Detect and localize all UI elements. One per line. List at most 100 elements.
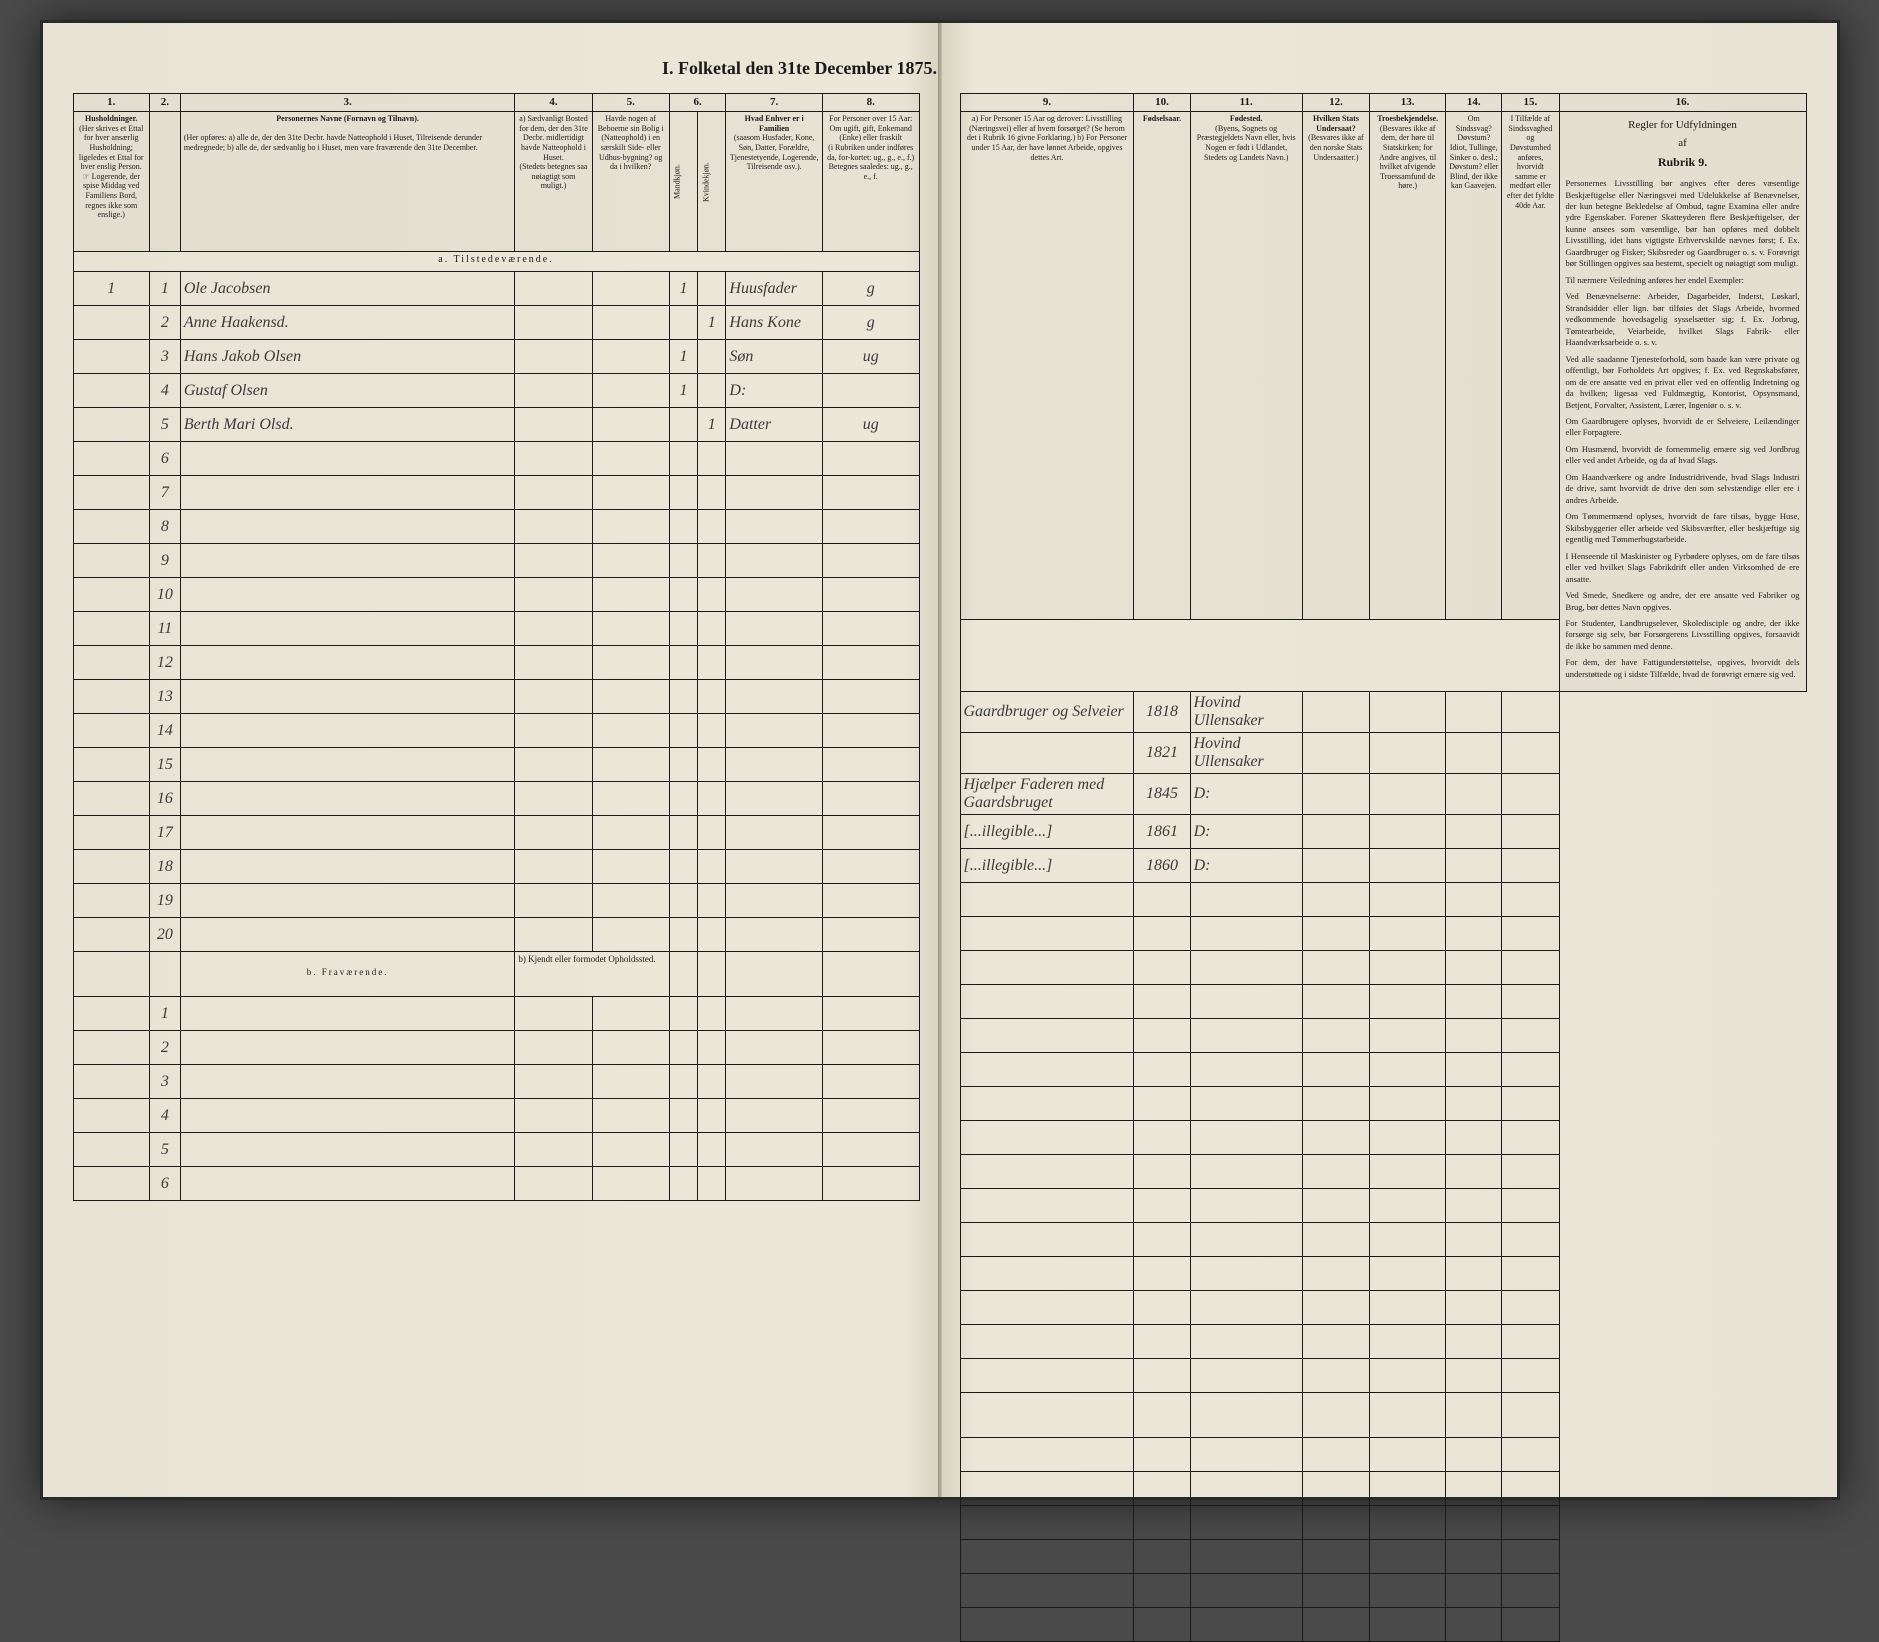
row-num: 12 xyxy=(149,646,180,680)
table-row-empty xyxy=(960,1359,1806,1393)
row-num: 19 xyxy=(149,884,180,918)
empty-cell xyxy=(669,578,697,612)
empty-cell xyxy=(1302,1121,1369,1155)
empty-cell xyxy=(822,816,919,850)
empty-cell xyxy=(1190,1574,1302,1608)
empty-cell xyxy=(592,782,669,816)
table-row-empty xyxy=(960,1087,1806,1121)
empty-cell xyxy=(180,997,515,1031)
cell-c15 xyxy=(1502,815,1559,849)
table-row-empty: 15 xyxy=(73,748,919,782)
empty-cell xyxy=(1446,1438,1502,1472)
empty-cell xyxy=(73,442,149,476)
cell-relation: Huusfader xyxy=(726,272,823,306)
empty-cell xyxy=(1370,951,1446,985)
cell-birthplace: D: xyxy=(1190,774,1302,815)
empty-cell xyxy=(180,612,515,646)
rules-paragraph: Om Tømmermænd oplyses, hvorvidt de fare … xyxy=(1566,511,1800,545)
empty-cell xyxy=(1370,1438,1446,1472)
empty-cell xyxy=(515,544,592,578)
cell-birthyear: 1821 xyxy=(1134,733,1190,774)
empty-cell xyxy=(1502,1506,1559,1540)
table-row: [...illegible...] 1861 D: xyxy=(960,815,1806,849)
empty-cell xyxy=(669,442,697,476)
empty-cell xyxy=(822,612,919,646)
empty-cell xyxy=(960,883,1134,917)
cell-c13 xyxy=(1370,849,1446,883)
cell-female: 1 xyxy=(698,306,726,340)
empty-cell xyxy=(822,1133,919,1167)
table-row-empty: 18 xyxy=(73,850,919,884)
empty-cell xyxy=(669,748,697,782)
empty-cell xyxy=(1370,1257,1446,1291)
table-row-empty xyxy=(960,951,1806,985)
cell-occupation: Hjælper Faderen med Gaardsbruget xyxy=(960,774,1134,815)
table-row: 4 Gustaf Olsen 1 D: xyxy=(73,374,919,408)
empty-cell xyxy=(1370,1291,1446,1325)
cell-relation: D: xyxy=(726,374,823,408)
table-row-empty xyxy=(960,1019,1806,1053)
table-row-empty: 1 xyxy=(73,997,919,1031)
cell-relation: Søn xyxy=(726,340,823,374)
cell-birthyear: 1860 xyxy=(1134,849,1190,883)
empty-cell xyxy=(1302,883,1369,917)
empty-cell xyxy=(1302,1019,1369,1053)
table-row-empty: 3 xyxy=(73,1065,919,1099)
empty-cell xyxy=(1446,1291,1502,1325)
rules-paragraph: Ved Smede, Snedkere og andre, der ere an… xyxy=(1566,590,1800,613)
empty-cell xyxy=(669,476,697,510)
empty-cell xyxy=(1134,1359,1190,1393)
empty-cell xyxy=(180,476,515,510)
empty-cell xyxy=(1370,1506,1446,1540)
empty-cell xyxy=(960,951,1134,985)
empty-cell xyxy=(960,1574,1134,1608)
section-b-note: b) Kjendt eller formodet Opholdssted. xyxy=(515,952,669,997)
empty-cell xyxy=(1370,1121,1446,1155)
rules-paragraph: Om Haandværkere og andre Industridrivend… xyxy=(1566,472,1800,506)
row-num: 20 xyxy=(149,918,180,952)
household-num xyxy=(73,374,149,408)
empty-cell xyxy=(822,1167,919,1201)
right-page: 9. 10. 11. 12. 13. 14. 15. 16. a) For Pe… xyxy=(940,23,1837,1497)
cell-female: 1 xyxy=(698,408,726,442)
empty-cell xyxy=(73,884,149,918)
empty-cell xyxy=(1370,1574,1446,1608)
empty-cell xyxy=(515,510,592,544)
table-row-empty: 17 xyxy=(73,816,919,850)
empty-cell xyxy=(822,1065,919,1099)
empty-cell xyxy=(1190,1506,1302,1540)
empty-cell xyxy=(1134,1053,1190,1087)
rules-paragraph: Ved alle saadanne Tjenesteforhold, som b… xyxy=(1566,354,1800,411)
empty-cell xyxy=(73,510,149,544)
empty-cell xyxy=(669,782,697,816)
cell-birthplace: Hovind Ullensaker xyxy=(1190,692,1302,733)
empty-cell xyxy=(960,1189,1134,1223)
cell-c15 xyxy=(1502,692,1559,733)
table-row-empty xyxy=(960,1574,1806,1608)
empty-cell xyxy=(669,997,697,1031)
col-10-num: 10. xyxy=(1134,94,1190,112)
empty-cell xyxy=(1502,1325,1559,1359)
empty-cell xyxy=(1302,1608,1369,1642)
empty-cell xyxy=(1302,1574,1369,1608)
row-num: 5 xyxy=(149,1133,180,1167)
empty-cell xyxy=(1446,1019,1502,1053)
empty-cell xyxy=(73,544,149,578)
empty-cell xyxy=(669,1099,697,1133)
empty-cell xyxy=(726,442,823,476)
empty-cell xyxy=(73,782,149,816)
empty-cell xyxy=(1370,1087,1446,1121)
row-num: 18 xyxy=(149,850,180,884)
col-6a-head: Mandkjøn. xyxy=(669,112,697,252)
table-row-empty: 9 xyxy=(73,544,919,578)
empty-cell xyxy=(1134,1608,1190,1642)
empty-cell xyxy=(960,1121,1134,1155)
census-table-left: 1. 2. 3. 4. 5. 6. 7. 8. Husholdninger.(H… xyxy=(73,93,920,1201)
empty-cell xyxy=(960,1472,1134,1506)
cell-marital: ug xyxy=(822,340,919,374)
empty-cell xyxy=(1446,1087,1502,1121)
empty-cell xyxy=(1370,917,1446,951)
empty-cell xyxy=(726,646,823,680)
empty-cell xyxy=(1134,1291,1190,1325)
empty-cell xyxy=(960,1291,1134,1325)
